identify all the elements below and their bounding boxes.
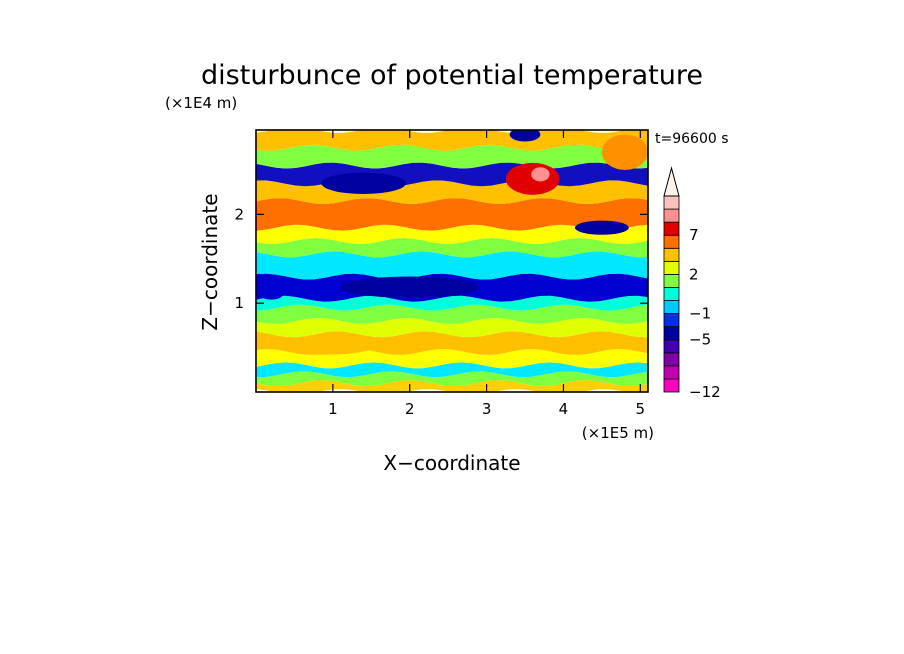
contour-feature [313,205,368,224]
colorbar-segment [663,326,680,341]
contour-band [256,318,648,338]
colorbar-tick-label: −12 [689,383,721,401]
x-tick-label: 1 [328,400,338,418]
x-tick-label: 2 [405,400,415,418]
contour-band [256,349,648,369]
contour-band [256,144,648,169]
contour-band [256,238,648,258]
colorbar-segment [663,260,680,275]
colorbar-extend-arrow [663,166,680,197]
colorbar-segment [663,195,680,210]
colorbar-segment [663,234,680,249]
plot-frame [255,129,649,393]
colorbar-tick-label: 7 [689,226,699,244]
contour-band [256,295,648,311]
y-axis-label: Z−coordinate [198,193,222,330]
contour-feature [321,172,406,194]
contour-band [256,362,648,378]
colorbar-segment [663,313,680,328]
y-tick-label: 2 [234,205,244,223]
contour-feature [259,288,283,300]
x-tick-label: 4 [559,400,569,418]
contour-feature [509,130,541,142]
contour-band [256,224,648,244]
colorbar-segment [663,365,680,380]
colorbar-segment [663,287,680,301]
contour-field [256,130,648,392]
colorbar-tick-label: −1 [689,305,711,323]
contour-feature [340,276,479,298]
contour-band [256,251,648,280]
x-axis-label: X−coordinate [383,451,520,475]
colorbar-segment [663,300,680,314]
contour-feature [279,340,372,355]
y-unit-label: (×1E4 m) [165,94,237,112]
colorbar-tick-label: −5 [689,331,711,349]
colorbar-tick-label: 2 [689,265,699,283]
contour-feature [505,162,560,195]
x-tick-label: 3 [482,400,492,418]
colorbar-segment [663,221,680,236]
x-tick-label: 5 [636,400,646,418]
contour-feature [601,134,648,170]
x-unit-label: (×1E5 m) [582,424,654,442]
y-axis-ticks: 12 [234,205,648,312]
colorbar-segment [663,339,680,354]
chart-title: disturbunce of potential temperature [201,60,703,91]
colorbar-segment [663,208,680,223]
time-label: t=96600 s [655,131,729,147]
contour-feature [531,167,550,182]
contour-feature [440,336,518,350]
colorbar: 7 2 −1 −5 −12 [663,166,721,401]
contour-feature [574,220,629,235]
contour-band [256,304,648,324]
y-tick-label: 1 [234,294,244,312]
contour-band [256,371,648,387]
x-axis-ticks: 1 2 3 4 5 [328,130,645,418]
colorbar-segment [663,247,680,262]
contour-band [256,198,648,231]
colorbar-segment [663,352,680,367]
colorbar-segment [663,273,680,288]
colorbar-segment [663,378,680,393]
contour-band [256,130,648,151]
